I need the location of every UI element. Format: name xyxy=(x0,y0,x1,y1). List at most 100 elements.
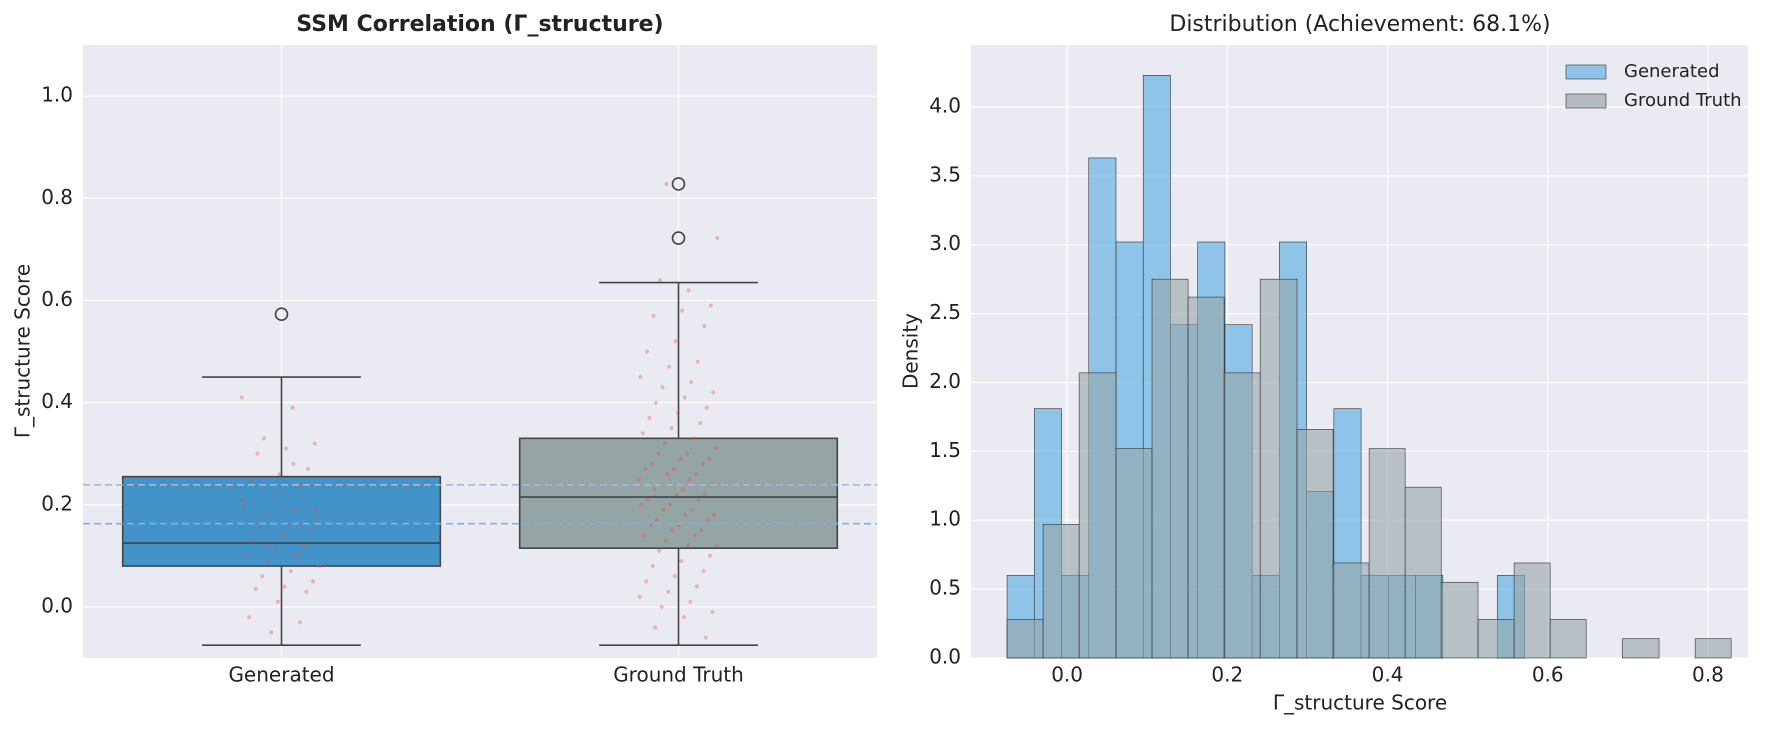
x-tick-label: 0.8 xyxy=(1692,663,1724,687)
strip-point xyxy=(670,528,675,533)
strip-point xyxy=(297,620,302,625)
strip-point xyxy=(290,405,295,410)
chart-title: SSM Correlation (Γ_structure) xyxy=(296,12,663,37)
strip-point xyxy=(653,625,658,630)
strip-point xyxy=(688,599,693,604)
histogram-bar xyxy=(1404,486,1442,659)
strip-point xyxy=(260,574,265,579)
strip-point xyxy=(691,436,696,441)
strip-point xyxy=(266,558,271,563)
strip-point xyxy=(686,288,691,293)
histogram-bar xyxy=(1006,619,1044,659)
outlier xyxy=(274,307,289,322)
y-tick-label: 2.5 xyxy=(929,300,961,324)
x-tick-label: Generated xyxy=(228,663,334,687)
histogram-bar xyxy=(1187,296,1225,659)
box xyxy=(518,437,839,549)
y-tick-label: 1.0 xyxy=(41,83,73,107)
legend-swatch xyxy=(1565,64,1607,80)
outlier xyxy=(671,177,686,191)
strip-point xyxy=(652,487,657,492)
chart-title: Distribution (Achievement: 68.1%) xyxy=(1169,12,1550,37)
strip-point xyxy=(687,477,692,482)
histogram-bar xyxy=(1042,524,1080,659)
strip-point xyxy=(698,421,703,426)
strip-point xyxy=(312,441,317,446)
strip-point xyxy=(703,492,708,497)
strip-point xyxy=(713,446,718,451)
strip-point xyxy=(269,630,274,635)
strip-point xyxy=(701,569,706,574)
strip-point xyxy=(705,518,710,523)
histogram-bar xyxy=(1151,278,1189,659)
y-tick-label: 0.0 xyxy=(41,593,73,617)
strip-point xyxy=(653,400,658,405)
strip-point xyxy=(685,543,690,548)
legend-label: Ground Truth xyxy=(1624,90,1742,111)
strip-point xyxy=(695,359,700,364)
strip-point xyxy=(242,502,247,507)
y-tick-label: 0.6 xyxy=(41,287,73,311)
y-tick-label: 0.5 xyxy=(929,576,961,600)
strip-point xyxy=(663,538,668,543)
strip-point xyxy=(700,461,705,466)
x-tick-label: 0.2 xyxy=(1211,663,1243,687)
histogram-bar xyxy=(1621,638,1660,659)
strip-point xyxy=(710,610,715,615)
strip-point xyxy=(637,594,642,599)
strip-point xyxy=(678,456,683,461)
strip-point xyxy=(273,548,278,553)
histogram-bar xyxy=(1694,638,1732,659)
strip-point xyxy=(666,589,671,594)
y-tick-label: 0.8 xyxy=(41,185,73,209)
y-tick-label: 1.5 xyxy=(929,438,961,462)
y-tick-label: 3.0 xyxy=(929,231,961,255)
strip-point xyxy=(694,584,699,589)
histogram-bar xyxy=(1332,562,1370,659)
strip-point xyxy=(308,528,313,533)
strip-point xyxy=(251,538,256,543)
histogram-bar xyxy=(1368,448,1406,659)
strip-point xyxy=(674,492,679,497)
y-tick-label: 1.0 xyxy=(929,507,961,531)
strip-point xyxy=(660,385,665,390)
strip-point xyxy=(279,533,284,538)
strip-point xyxy=(639,502,644,507)
strip-point xyxy=(658,277,663,282)
strip-point xyxy=(270,492,275,497)
strip-point xyxy=(650,564,655,569)
strip-point xyxy=(644,349,649,354)
strip-point xyxy=(685,451,690,456)
strip-point xyxy=(656,451,661,456)
strip-point xyxy=(239,395,244,400)
y-tick-label: 0.0 xyxy=(929,645,961,669)
strip-point xyxy=(304,589,309,594)
strip-point xyxy=(244,553,249,558)
strip-point xyxy=(644,579,649,584)
strip-point xyxy=(679,558,684,563)
legend-label: Generated xyxy=(1624,61,1720,82)
y-tick-label: 4.0 xyxy=(929,93,961,117)
strip-point xyxy=(712,512,717,517)
strip-point xyxy=(264,512,269,517)
strip-point xyxy=(669,426,674,431)
strip-point xyxy=(696,497,701,502)
histogram-bar xyxy=(1296,429,1334,659)
strip-point xyxy=(692,533,697,538)
y-axis-label: Γ_structure Score xyxy=(11,264,35,438)
strip-point xyxy=(694,472,699,477)
strip-point xyxy=(657,548,662,553)
histogram-bar xyxy=(1549,619,1587,659)
histogram-bar xyxy=(1259,278,1298,659)
strip-point xyxy=(282,584,287,589)
outlier xyxy=(671,231,686,245)
strip-point xyxy=(306,466,311,471)
strip-point xyxy=(672,574,677,579)
strip-point xyxy=(641,533,646,538)
strip-point xyxy=(253,587,258,592)
strip-point xyxy=(707,456,712,461)
strip-point xyxy=(311,579,316,584)
strip-point xyxy=(667,364,672,369)
strip-point xyxy=(699,528,704,533)
strip-point xyxy=(293,507,298,512)
